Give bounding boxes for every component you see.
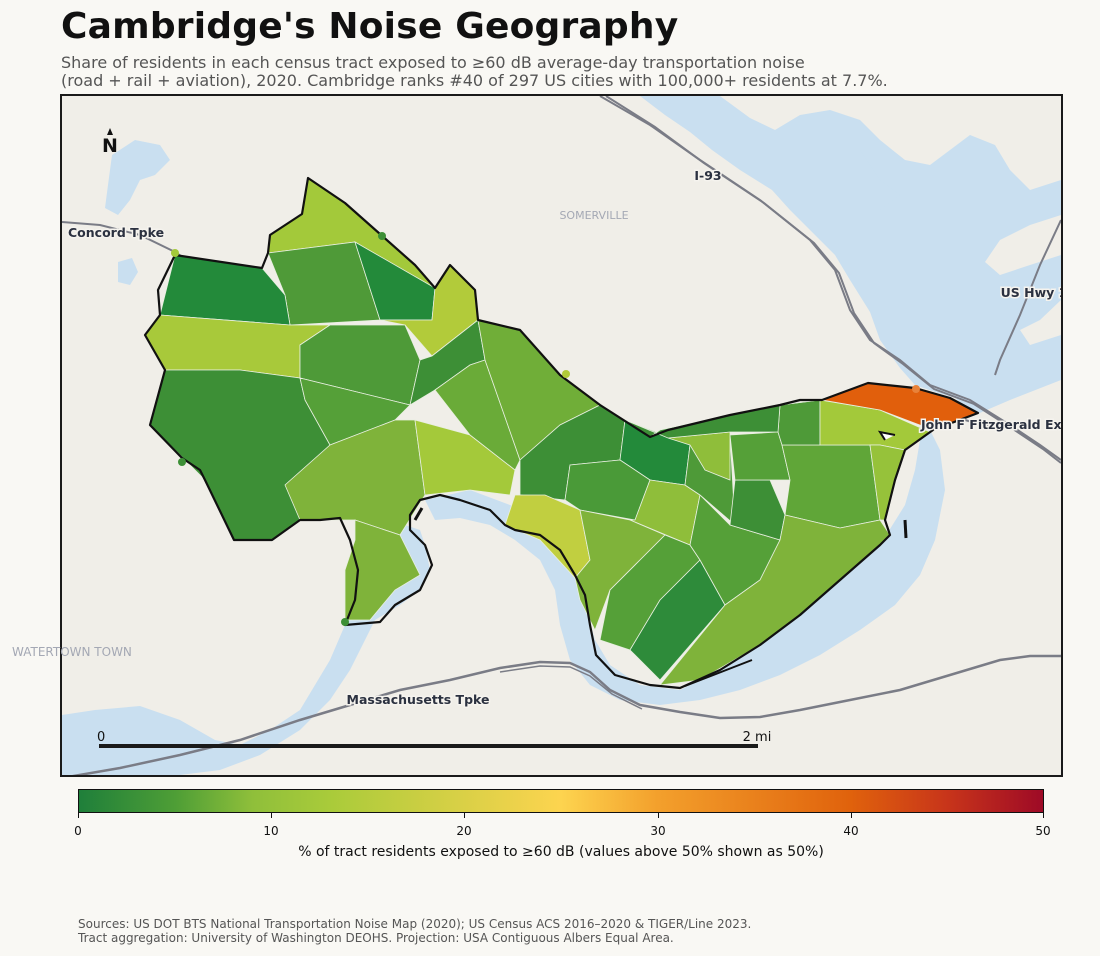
marker-concord <box>171 249 179 257</box>
colorbar <box>78 789 1044 813</box>
colorbar-tick <box>271 813 272 818</box>
tract-south-1[interactable] <box>574 509 666 631</box>
water-charles-basin <box>425 430 945 705</box>
colorbar-tick <box>851 813 852 818</box>
north-arrow-icon <box>107 128 113 135</box>
subtitle-line-1: Share of residents in each census tract … <box>61 53 805 72</box>
census-tracts[interactable] <box>144 177 979 686</box>
marker-kendall <box>912 385 920 393</box>
water-top-inlet <box>800 130 900 210</box>
label-mass-tpke: Massachusetts Tpke <box>347 692 490 707</box>
marker-river <box>341 618 349 626</box>
road-us1 <box>994 219 1061 376</box>
pier-2 <box>903 519 908 539</box>
water-lake-north <box>105 140 170 215</box>
water-bay-land-patch <box>720 96 1061 190</box>
water-mystic-bay <box>640 96 1061 415</box>
tract-east-3[interactable] <box>729 479 786 541</box>
pier-3 <box>684 659 753 687</box>
marker-east <box>562 370 570 378</box>
road-mass-tpke-b <box>499 665 643 710</box>
label-concord-tpke: Concord Tpke <box>68 225 164 240</box>
page-subtitle: Share of residents in each census tract … <box>61 54 1081 90</box>
scale-start-label: 0 <box>97 730 105 745</box>
label-fitzgerald: John F Fitzgerald Expy <box>920 417 1061 432</box>
tract-nw-1[interactable] <box>159 254 291 326</box>
colorbar-tick-label: 50 <box>1035 824 1051 838</box>
subtitle-line-2: (road + rail + aviation), 2020. Cambridg… <box>61 71 888 90</box>
colorbar-label: % of tract residents exposed to ≥60 dB (… <box>298 844 824 860</box>
colorbar-tick <box>78 813 79 818</box>
colorbar-tick <box>464 813 465 818</box>
road-mass-tpke-a <box>72 654 1061 775</box>
tract-north-2[interactable] <box>267 241 381 326</box>
colorbar-tick-label: 0 <box>74 824 82 838</box>
marker-north <box>378 232 386 240</box>
colorbar-tick-label: 40 <box>843 824 859 838</box>
label-us1: US Hwy 1 <box>1001 285 1061 300</box>
city-boundary <box>143 176 980 690</box>
north-arrow: N <box>102 128 118 157</box>
marker-west <box>178 458 186 466</box>
tract-east-6[interactable] <box>781 444 881 529</box>
tract-west-river[interactable] <box>344 519 421 621</box>
north-label: N <box>102 135 118 157</box>
water-pond-west <box>118 258 138 285</box>
colorbar-tick-label: 10 <box>263 824 279 838</box>
sources-note: Sources: US DOT BTS National Transportat… <box>78 917 751 945</box>
pier-1 <box>413 507 424 521</box>
colorbar-tick <box>1043 813 1044 818</box>
tract-east-5[interactable] <box>667 431 731 481</box>
scale-end-label: 2 mi <box>743 730 772 745</box>
page-title: Cambridge's Noise Geography <box>61 6 679 47</box>
sources-line-2: Tract aggregation: University of Washing… <box>78 931 674 945</box>
pier-4 <box>877 430 896 441</box>
tract-east-7[interactable] <box>777 399 821 446</box>
scale-bar: 0 2 mi <box>97 730 772 748</box>
map-canvas[interactable]: N SOMERVILLE I-93 Concord Tpke US Hwy 1 … <box>62 96 1061 775</box>
colorbar-tick-label: 20 <box>456 824 472 838</box>
label-watertown: WATERTOWN TOWN <box>12 645 132 659</box>
tract-south-3[interactable] <box>629 559 726 681</box>
colorbar-tick-label: 30 <box>650 824 666 838</box>
label-somerville: SOMERVILLE <box>559 209 628 222</box>
sources-line-1: Sources: US DOT BTS National Transportat… <box>78 917 752 931</box>
road-i93-b <box>605 96 1061 464</box>
colorbar-tick <box>658 813 659 818</box>
map-frame[interactable]: N SOMERVILLE I-93 Concord Tpke US Hwy 1 … <box>60 94 1063 777</box>
label-i93: I-93 <box>694 168 721 183</box>
water-charles-river <box>62 520 430 775</box>
